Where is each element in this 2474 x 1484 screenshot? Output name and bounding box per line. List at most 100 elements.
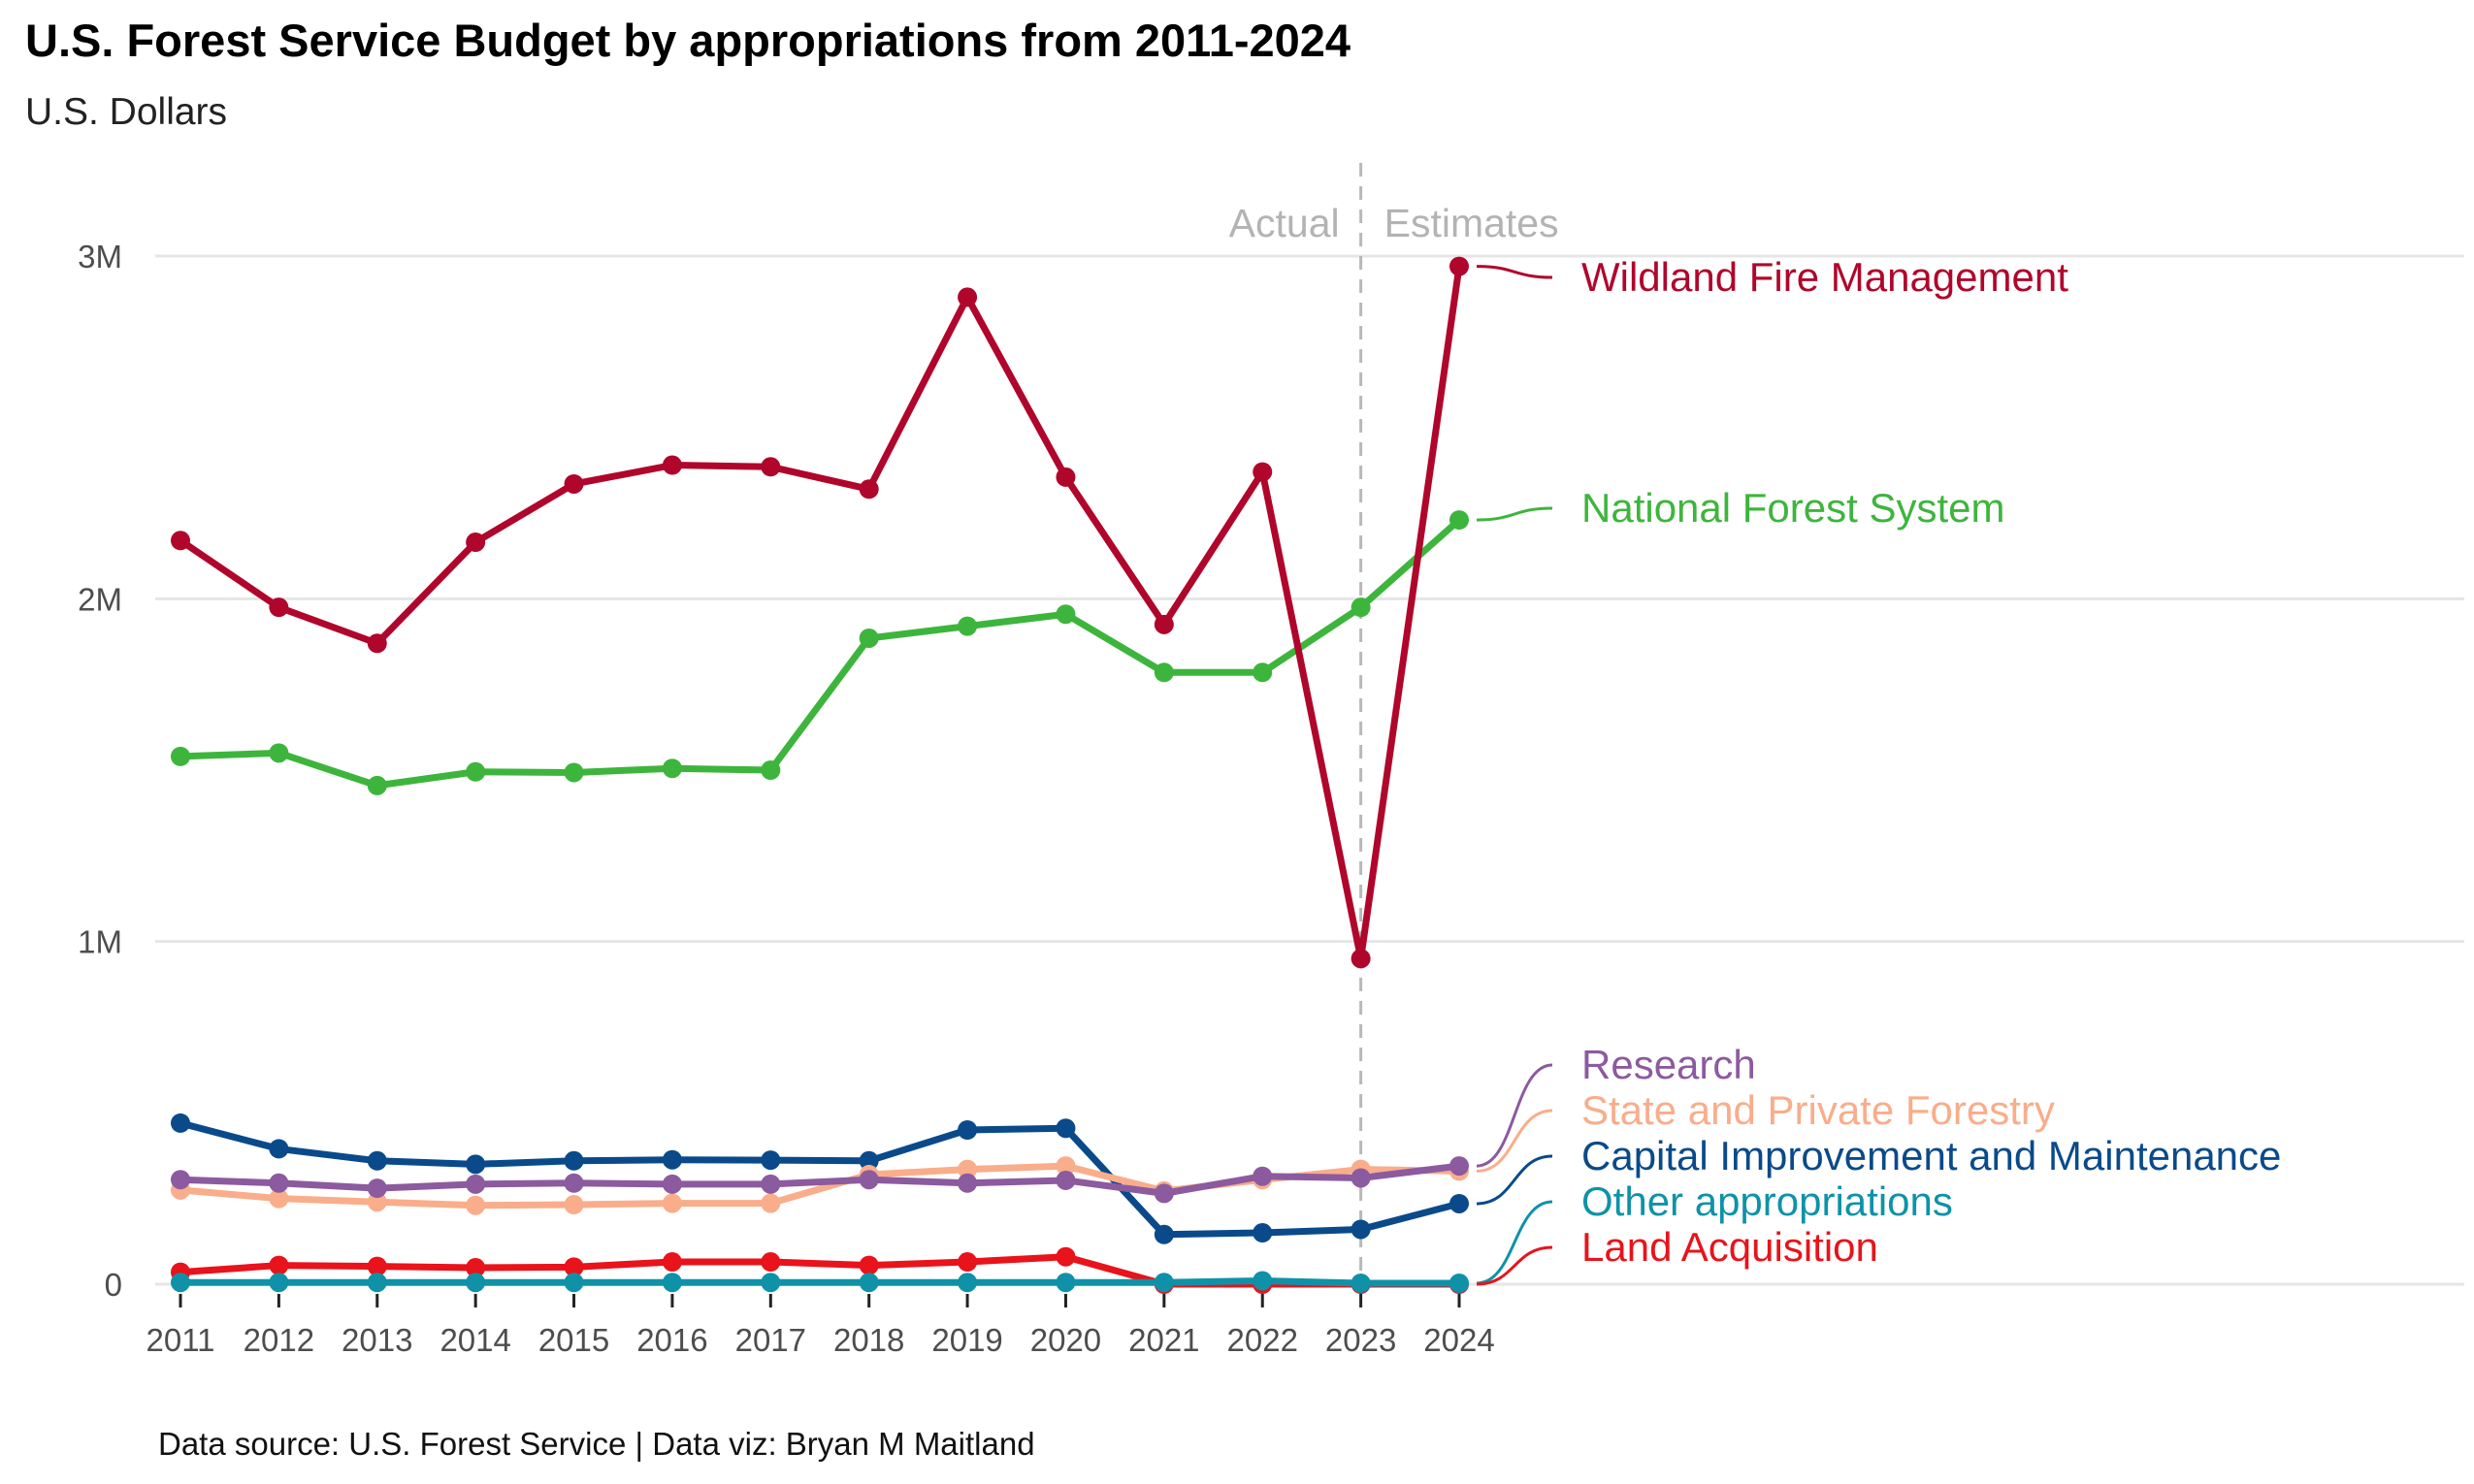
data-point: [564, 473, 584, 494]
data-point: [1253, 1223, 1273, 1242]
data-point: [564, 1195, 584, 1215]
series-label: Other appropriations: [1581, 1178, 1953, 1224]
x-tick-label: 2023: [1325, 1322, 1396, 1358]
data-point: [958, 1173, 978, 1193]
data-point: [1351, 1273, 1371, 1293]
data-point: [662, 1193, 682, 1213]
data-point: [761, 1273, 781, 1293]
data-point: [859, 1150, 879, 1171]
series-label: State and Private Forestry: [1581, 1087, 2055, 1133]
x-tick-label: 2024: [1423, 1322, 1494, 1358]
x-tick-label: 2016: [636, 1322, 707, 1358]
x-axis: 2011 2012 2013 2014 2015 2016 2017 2018 2019 2020…: [146, 1294, 1495, 1358]
data-point: [859, 628, 879, 648]
x-tick-label: 2013: [342, 1322, 412, 1358]
data-point: [367, 775, 387, 795]
data-point: [1253, 1166, 1273, 1186]
data-point: [761, 1193, 781, 1213]
data-point: [958, 287, 978, 307]
x-tick-label: 2014: [439, 1322, 510, 1358]
series-label: Land Acquisition: [1581, 1224, 1878, 1270]
data-point: [1154, 662, 1174, 683]
label-connector: [1476, 506, 1553, 522]
data-point: [564, 1257, 584, 1277]
data-point: [1154, 614, 1174, 634]
data-point: [171, 746, 190, 766]
data-point: [958, 1159, 978, 1179]
data-point: [269, 743, 289, 763]
series-line: [177, 1276, 1463, 1287]
label-connector: [1476, 1063, 1553, 1168]
data-point: [859, 1170, 879, 1190]
data-point: [466, 761, 486, 782]
data-point: [761, 1150, 781, 1171]
data-point: [1154, 1224, 1174, 1244]
series-national-forest-system: [171, 510, 1469, 795]
data-point: [367, 1256, 387, 1276]
actual-estimates-divider: Actual Estimates: [1229, 163, 1559, 1304]
data-point: [662, 455, 682, 475]
y-axis: 0 1M 2M 3M: [78, 239, 122, 1303]
data-point: [1056, 1273, 1076, 1293]
data-point: [269, 597, 289, 618]
chart-subtitle: U.S. Dollars: [25, 91, 228, 133]
data-point: [1449, 1193, 1469, 1213]
data-point: [761, 760, 781, 780]
data-point: [466, 532, 486, 553]
data-point: [1253, 1271, 1273, 1291]
data-point: [1351, 1219, 1371, 1240]
data-point: [1449, 1273, 1469, 1293]
data-point: [269, 1188, 289, 1209]
series-label: Capital Improvement and Maintenance: [1581, 1133, 2281, 1178]
data-point: [1449, 1156, 1469, 1177]
data-point: [466, 1154, 486, 1175]
y-tick-label: 0: [105, 1267, 122, 1303]
x-tick-label: 2020: [1030, 1322, 1101, 1358]
data-point: [367, 1150, 387, 1171]
chart-caption: Data source: U.S. Forest Service | Data …: [158, 1426, 1035, 1462]
data-point: [1253, 462, 1273, 482]
x-tick-label: 2019: [931, 1322, 1002, 1358]
y-tick-label: 3M: [78, 239, 122, 274]
series-wildland-fire-management: [171, 256, 1469, 969]
series-lines: [171, 256, 1469, 1294]
series-label: Research: [1581, 1042, 1756, 1087]
data-point: [1056, 604, 1076, 625]
data-point: [662, 758, 682, 779]
actual-label: Actual: [1229, 201, 1340, 245]
y-tick-label: 1M: [78, 924, 122, 960]
data-point: [662, 1174, 682, 1194]
estimates-label: Estimates: [1384, 201, 1559, 245]
data-point: [1056, 1246, 1076, 1267]
series-label: National Forest System: [1581, 485, 2005, 531]
data-point: [466, 1195, 486, 1215]
label-connector: [1476, 1154, 1553, 1206]
series-line: [177, 1119, 1463, 1239]
data-point: [859, 1255, 879, 1275]
series-other-appropriations: [171, 1271, 1469, 1293]
data-point: [958, 1120, 978, 1140]
data-point: [367, 633, 387, 654]
data-point: [564, 1173, 584, 1193]
data-point: [269, 1139, 289, 1159]
series-line: [177, 1162, 1463, 1197]
data-point: [662, 1252, 682, 1273]
data-point: [958, 1273, 978, 1293]
label-connector: [1476, 1200, 1553, 1285]
data-point: [367, 1178, 387, 1199]
x-tick-label: 2021: [1128, 1322, 1199, 1358]
data-point: [1253, 662, 1273, 683]
x-tick-label: 2017: [735, 1322, 806, 1358]
data-point: [662, 1149, 682, 1170]
x-tick-label: 2015: [538, 1322, 609, 1358]
series-land-acquisition: [171, 1246, 1469, 1294]
label-connector: [1476, 265, 1553, 279]
y-tick-label: 2M: [78, 581, 122, 617]
data-point: [171, 1113, 190, 1133]
series-label: Wildland Fire Management: [1581, 254, 2068, 300]
data-point: [1351, 949, 1371, 969]
series-research: [171, 1156, 1469, 1204]
data-point: [1056, 1156, 1076, 1177]
data-point: [564, 762, 584, 783]
x-tick-label: 2018: [833, 1322, 904, 1358]
